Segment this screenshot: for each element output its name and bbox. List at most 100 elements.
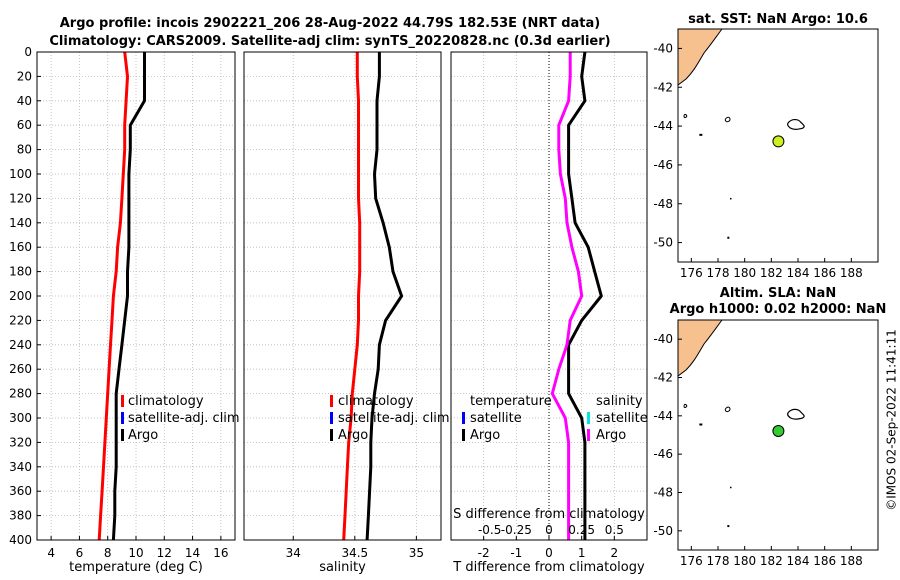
series-line-climatology: [342, 52, 362, 541]
salinity-legend: climatology satellite-adj. clim Argo: [330, 394, 450, 443]
x-tick-label: -2: [478, 546, 490, 560]
series-line-argo: [365, 52, 404, 541]
x-axis-label: temperature (deg C): [69, 560, 203, 575]
legend-label-climatology: climatology: [128, 394, 204, 409]
map-y-tick-label: -50: [653, 236, 673, 250]
plot-frame: [243, 51, 442, 541]
y-tick-label: 300: [9, 411, 32, 425]
y-tick-label: 340: [9, 460, 32, 474]
map-x-tick-label: 188: [840, 554, 863, 568]
x-axis-label: T difference from climatology: [452, 560, 645, 575]
legend-label-climatology: climatology: [338, 394, 414, 409]
legend-swatch-satellite: [121, 412, 124, 424]
y-tick-label: 100: [9, 167, 32, 181]
island-dot: [730, 197, 732, 200]
x-tick-label: 35: [409, 546, 424, 560]
x-tick-label: 12: [157, 546, 172, 560]
legend-swatch-argo: [330, 429, 333, 441]
map-x-tick-label: 182: [760, 554, 783, 568]
y-tick-label: 260: [9, 362, 32, 376]
island-small: [724, 116, 731, 123]
legend-label-s-argo: Argo: [596, 428, 626, 443]
difference-panel: -2 -1 0 1 2T difference from climatology S di…: [450, 51, 648, 575]
x-tick-label: 0: [545, 546, 553, 560]
legend-swatch-s-satellite: [587, 412, 590, 424]
map-x-tick-label: 184: [787, 554, 810, 568]
island-small: [683, 113, 688, 119]
map-y-tick-label: -48: [653, 486, 673, 500]
sla-map-title-line1: Altim. SLA: NaN: [720, 286, 836, 301]
island-dot: [727, 525, 730, 528]
y-tick-label: 20: [17, 69, 32, 83]
island-small: [724, 406, 731, 413]
series-line-argo: [111, 52, 146, 541]
map-y-tick-label: -46: [653, 447, 673, 461]
map-y-tick-label: -40: [653, 41, 673, 55]
map-x-tick-label: 188: [840, 266, 863, 280]
sla-map-title-line2: Argo h1000: 0.02 h2000: NaN: [670, 302, 887, 317]
argo-position-marker: [772, 424, 785, 437]
top-tick-label: 0: [545, 523, 553, 537]
legend-swatch-s-argo: [587, 429, 590, 441]
island-dot: [730, 486, 732, 489]
legend-label-argo: Argo: [338, 428, 368, 443]
island-dot: [699, 423, 703, 426]
land-mass: [677, 28, 723, 86]
legend-label-satellite: satellite-adj. clim: [338, 411, 450, 426]
map-y-tick-label: -48: [653, 197, 673, 211]
map-y-tick-label: -44: [653, 409, 673, 423]
y-tick-label: 360: [9, 484, 32, 498]
difference-legend: temperature satellite Argo salinity sate…: [462, 394, 648, 443]
legend-label-t-argo: Argo: [470, 428, 500, 443]
x-axis-label-top: S difference from climatology: [453, 507, 645, 522]
x-axis-label: salinity: [319, 560, 366, 575]
top-tick-label: 0.25: [568, 523, 595, 537]
series-line-climatology: [97, 51, 129, 541]
map-x-tick-label: 178: [707, 554, 730, 568]
y-tick-label: 40: [17, 94, 32, 108]
x-tick-label: 4: [47, 546, 55, 560]
temperature-legend: climatology satellite-adj. clim Argo: [121, 394, 240, 443]
x-tick-label: 10: [128, 546, 143, 560]
salinity-panel: 34 34.5 35 salinity: [243, 51, 442, 575]
argo-position-marker: [772, 135, 785, 148]
map-x-tick-label: 186: [813, 266, 836, 280]
legend-label-satellite: satellite-adj. clim: [128, 411, 240, 426]
temperature-panel: 4 6 8 10 12 14 1602040608010012014016018020022…: [9, 45, 236, 575]
legend-swatch-t-argo: [462, 429, 465, 441]
island-chatham: [787, 408, 805, 420]
x-tick-label: 16: [213, 546, 228, 560]
island-dot: [727, 236, 730, 239]
y-tick-label: 280: [9, 387, 32, 401]
y-tick-label: 0: [24, 45, 32, 59]
top-tick-label: -0.25: [501, 523, 532, 537]
y-tick-label: 320: [9, 435, 32, 449]
y-tick-label: 240: [9, 338, 32, 352]
map-x-tick-label: 176: [680, 554, 703, 568]
sla-map: 176 178 180 182 184 186 188 -40 -42 -44 -46 -48 -50: [653, 319, 879, 568]
legend-title-salinity: salinity: [596, 394, 643, 409]
map-y-tick-label: -50: [653, 524, 673, 538]
series-line-t-argo: [567, 51, 603, 540]
map-x-tick-label: 184: [787, 266, 810, 280]
sst-map-title: sat. SST: NaN Argo: 10.6: [688, 12, 868, 27]
x-tick-label: 2: [611, 546, 619, 560]
map-frame: [677, 319, 879, 551]
island-chatham: [787, 118, 805, 130]
map-x-tick-label: 176: [680, 266, 703, 280]
island-small: [683, 403, 688, 409]
x-tick-label: 6: [76, 546, 84, 560]
island-dot: [699, 133, 703, 136]
map-y-tick-label: -44: [653, 119, 673, 133]
x-tick-label: -1: [510, 546, 522, 560]
figure-title-line1: Argo profile: incois 2902221_206 28-Aug-…: [60, 16, 601, 31]
map-y-tick-label: -42: [653, 80, 673, 94]
y-tick-label: 160: [9, 240, 32, 254]
series-line-s-argo: [550, 52, 584, 540]
legend-label-t-satellite: satellite: [470, 411, 522, 426]
sst-map: 176 178 180 182 184 186 188 -40 -42 -44 -46 -48 -50: [653, 28, 879, 280]
legend-swatch-climatology: [330, 395, 333, 407]
map-y-tick-label: -40: [653, 332, 673, 346]
x-tick-label: 34: [286, 546, 301, 560]
